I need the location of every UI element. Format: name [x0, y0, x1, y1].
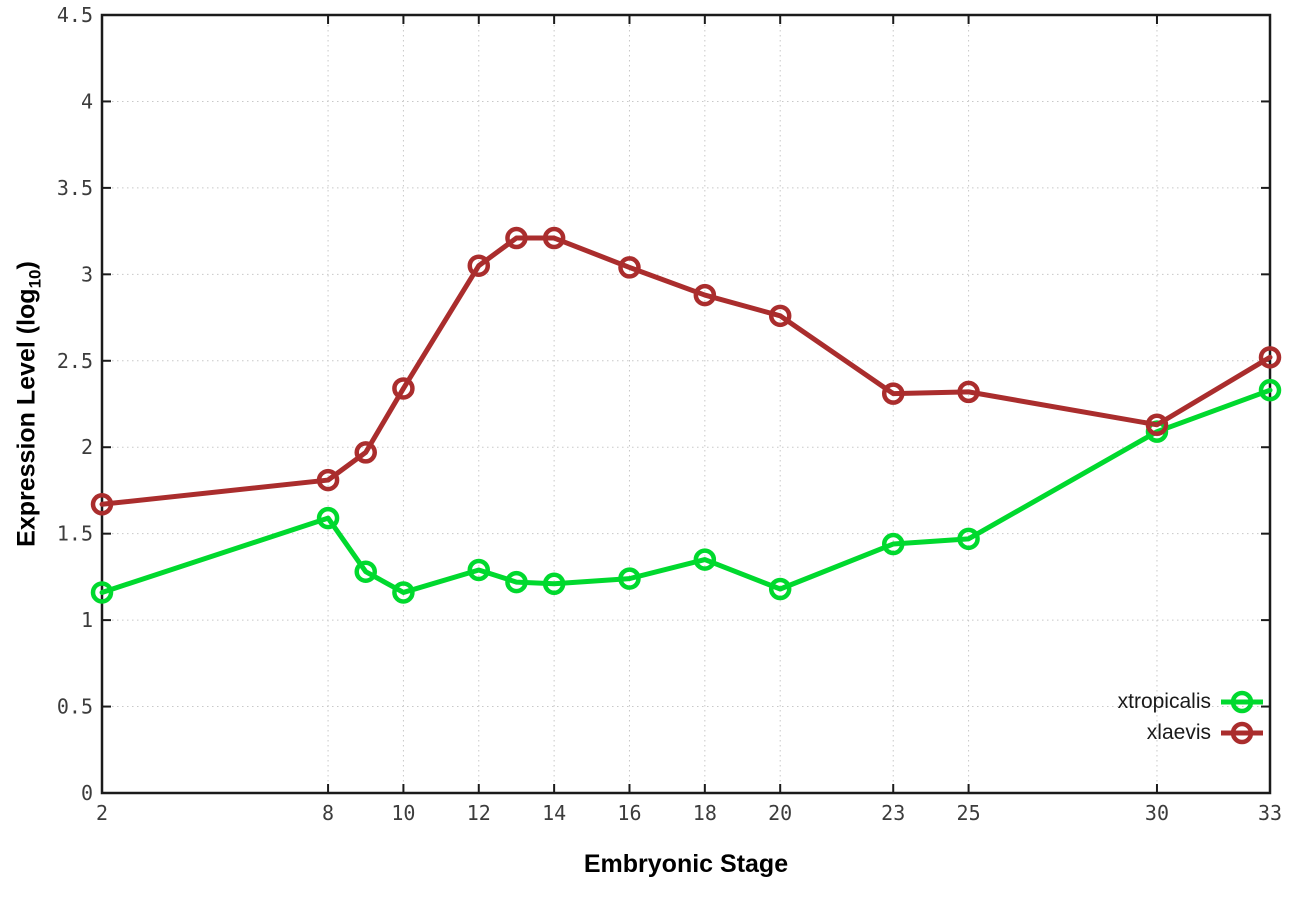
data-point-xtropicalis: [505, 570, 528, 594]
plot-border: [100, 13, 1272, 795]
data-point-xlaevis: [1258, 346, 1282, 369]
data-point-xlaevis: [1145, 413, 1169, 436]
data-point-xlaevis: [90, 493, 114, 516]
data-point-xlaevis: [392, 377, 415, 400]
x-tick-label: 10: [391, 801, 415, 825]
x-tick-label: 2: [96, 801, 108, 825]
data-point-xtropicalis: [881, 532, 905, 556]
data-point-xlaevis: [354, 441, 377, 464]
data-point-xlaevis: [618, 256, 641, 279]
data-point-xlaevis: [505, 226, 528, 250]
data-point-xlaevis: [467, 254, 491, 277]
series-line-xtropicalis: [99, 387, 1273, 595]
data-point-xlaevis: [768, 304, 792, 328]
x-tick-label: 20: [768, 801, 792, 825]
x-tick-label: 14: [542, 801, 566, 825]
x-tick-label: 23: [881, 801, 905, 825]
data-point-xtropicalis: [467, 558, 491, 582]
data-point-xlaevis: [957, 380, 980, 404]
data-point-xtropicalis: [768, 577, 792, 601]
data-point-xtropicalis: [542, 572, 566, 596]
y-tick-label: 4: [81, 89, 93, 113]
data-point-xtropicalis: [957, 527, 980, 551]
legend-marker-xlaevis-icon: [1221, 721, 1263, 744]
data-point-xtropicalis: [316, 506, 340, 530]
y-tick-label: 1: [81, 608, 93, 632]
data-point-xtropicalis: [90, 581, 114, 604]
y-tick-label: 1.5: [57, 522, 93, 546]
legend-label-xlaevis: xlaevis: [1146, 720, 1211, 744]
y-tick-label: 2.5: [57, 349, 93, 373]
data-point-xlaevis: [881, 382, 905, 405]
y-tick-label: 2: [81, 435, 93, 459]
legend-sample-circle: [1230, 690, 1254, 713]
y-axis-title-text: Expression Level (log: [12, 288, 41, 547]
data-point-xtropicalis: [392, 581, 415, 604]
data-point-xtropicalis: [618, 567, 641, 590]
y-axis-title: Expression Level (log10): [12, 261, 45, 547]
legend-marker-xtropicalis-icon: [1221, 690, 1263, 713]
legend-sample-circle: [1230, 721, 1254, 744]
y-tick-label: 0.5: [57, 695, 93, 719]
x-tick-label: 8: [322, 801, 334, 825]
data-point-xtropicalis: [1258, 378, 1282, 402]
legend-label-xtropicalis: xtropicalis: [1117, 689, 1211, 713]
x-tick-label: 33: [1258, 801, 1282, 825]
legend: xtropicalis xlaevis: [1118, 686, 1264, 748]
x-tick-label: 12: [467, 801, 491, 825]
x-tick-label: 16: [617, 801, 641, 825]
y-tick-label: 3: [81, 262, 93, 286]
y-tick-label: 3.5: [57, 176, 93, 200]
x-tick-label: 30: [1145, 801, 1169, 825]
x-axis-title: Embryonic Stage: [583, 850, 789, 878]
x-tick-label: 25: [957, 801, 981, 825]
legend-item-xlaevis: xlaevis: [1118, 717, 1264, 748]
y-axis-title-subscript: 10: [25, 269, 45, 289]
y-tick-label: 4.5: [57, 3, 93, 27]
x-tick-label: 18: [693, 801, 717, 825]
y-axis-title-close-paren: ): [12, 261, 41, 270]
y-tick-label: 0: [81, 781, 93, 805]
data-point-xlaevis: [542, 226, 566, 250]
data-point-xtropicalis: [693, 548, 717, 571]
data-point-xtropicalis: [354, 560, 377, 583]
data-point-xlaevis: [316, 468, 340, 492]
series-line-xlaevis: [99, 235, 1273, 507]
data-point-xlaevis: [693, 283, 717, 307]
legend-item-xtropicalis: xtropicalis: [1118, 686, 1264, 717]
